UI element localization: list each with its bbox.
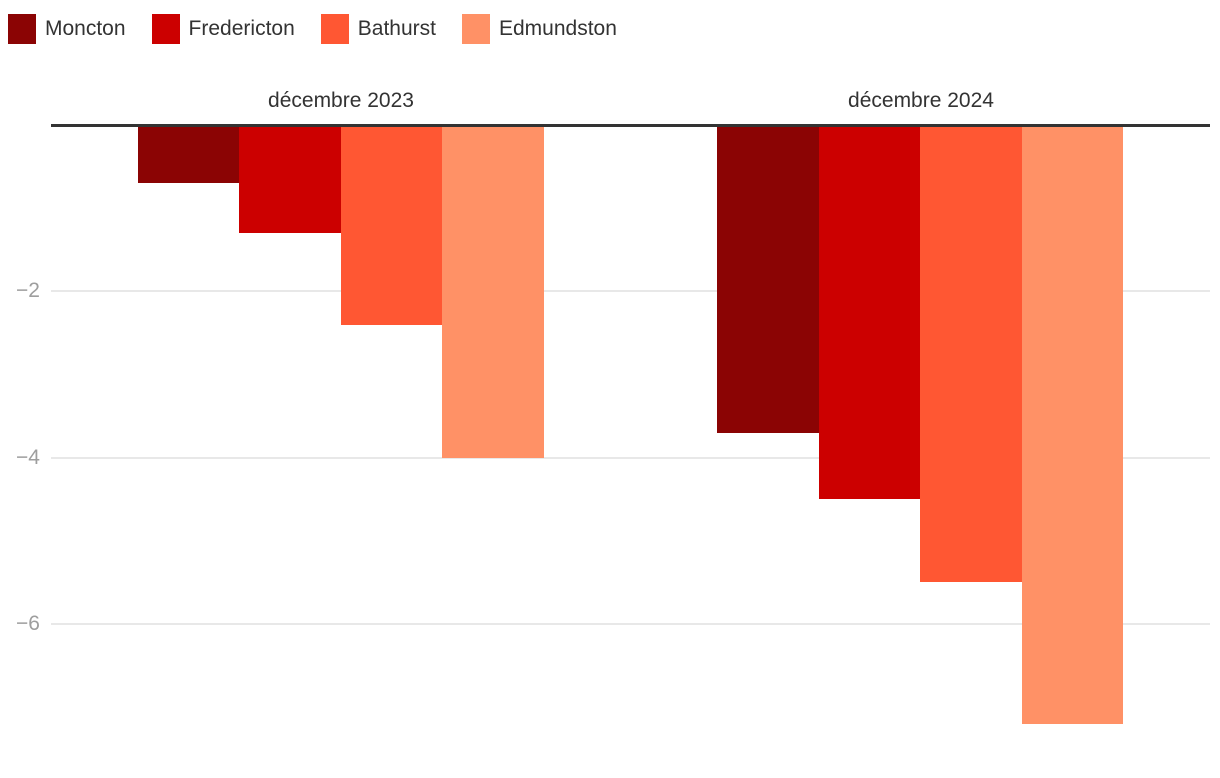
legend-swatch-icon xyxy=(151,14,180,44)
bar-edmundston-d-cembre-2023[interactable] xyxy=(442,125,544,458)
legend-item-edmundston[interactable]: Edmundston xyxy=(461,14,617,44)
chart-legend: Moncton Fredericton Bathurst Edmundston xyxy=(8,14,617,44)
gridline xyxy=(51,623,1210,625)
bar-edmundston-d-cembre-2024[interactable] xyxy=(1022,125,1123,724)
x-axis-zero-line xyxy=(51,124,1210,127)
gridline xyxy=(51,457,1210,459)
gridline xyxy=(51,290,1210,292)
bar-fredericton-d-cembre-2023[interactable] xyxy=(239,125,341,233)
legend-swatch-icon xyxy=(8,14,36,44)
legend-swatch-icon xyxy=(320,14,349,44)
bar-moncton-d-cembre-2024[interactable] xyxy=(717,125,819,433)
legend-item-bathurst[interactable]: Bathurst xyxy=(320,14,436,44)
y-tick-label: −6 xyxy=(16,612,40,635)
legend-swatch-icon xyxy=(461,14,490,44)
legend-label: Bathurst xyxy=(357,17,436,40)
legend-label: Moncton xyxy=(45,17,126,40)
bar-bathurst-d-cembre-2023[interactable] xyxy=(341,125,442,325)
bar-fredericton-d-cembre-2024[interactable] xyxy=(819,125,920,499)
legend-label: Edmundston xyxy=(498,17,617,40)
y-tick-label: −2 xyxy=(16,279,40,302)
y-tick-label: −4 xyxy=(16,446,40,469)
bar-bathurst-d-cembre-2024[interactable] xyxy=(920,125,1022,582)
category-label: décembre 2023 xyxy=(268,89,414,112)
bar-moncton-d-cembre-2023[interactable] xyxy=(138,125,239,183)
legend-item-moncton[interactable]: Moncton xyxy=(8,14,126,44)
category-label: décembre 2024 xyxy=(848,89,994,112)
legend-label: Fredericton xyxy=(188,17,295,40)
legend-item-fredericton[interactable]: Fredericton xyxy=(151,14,295,44)
